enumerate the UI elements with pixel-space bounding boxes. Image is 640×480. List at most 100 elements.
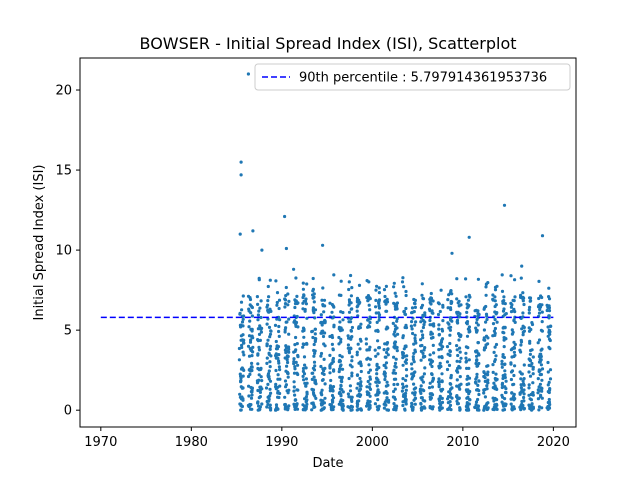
scatter-point bbox=[367, 363, 371, 367]
scatter-point bbox=[304, 302, 308, 306]
scatter-point bbox=[464, 295, 468, 299]
scatter-point bbox=[512, 373, 516, 378]
scatter-point bbox=[293, 365, 297, 369]
scatter-point bbox=[266, 395, 270, 399]
scatter-point bbox=[512, 392, 516, 396]
scatter-point bbox=[531, 381, 535, 385]
scatter-point bbox=[503, 375, 507, 380]
scatter-point bbox=[250, 361, 254, 365]
scatter-point bbox=[268, 387, 272, 391]
scatter-point bbox=[374, 354, 378, 358]
scatter-point bbox=[350, 371, 354, 375]
scatter-point bbox=[359, 408, 363, 412]
scatter-point bbox=[340, 355, 344, 359]
scatter-point bbox=[503, 373, 507, 377]
scatter-point bbox=[404, 344, 408, 348]
scatter-point bbox=[339, 340, 343, 344]
scatter-point bbox=[266, 284, 270, 289]
scatter-point bbox=[350, 399, 354, 403]
scatter-point bbox=[455, 344, 459, 348]
scatter-point bbox=[313, 394, 317, 398]
scatter-point bbox=[250, 390, 254, 394]
scatter-point bbox=[310, 408, 314, 412]
scatter-point bbox=[310, 329, 315, 333]
scatter-point bbox=[429, 358, 433, 362]
scatter-point bbox=[522, 383, 526, 387]
scatter-point bbox=[330, 398, 334, 402]
scatter-point bbox=[256, 302, 260, 306]
scatter-point bbox=[510, 332, 514, 336]
scatter-point bbox=[430, 393, 435, 397]
scatter-point bbox=[321, 304, 325, 308]
scatter-point bbox=[464, 351, 468, 355]
scatter-point bbox=[413, 305, 417, 309]
scatter-point bbox=[301, 345, 305, 349]
scatter-point bbox=[339, 403, 343, 407]
scatter-point bbox=[287, 299, 291, 303]
scatter-point bbox=[275, 300, 279, 305]
scatter-point bbox=[512, 350, 517, 354]
scatter-point bbox=[385, 380, 389, 384]
scatter-point bbox=[403, 312, 408, 317]
scatter-point bbox=[466, 408, 470, 412]
scatter-point bbox=[305, 392, 309, 396]
scatter-point bbox=[301, 281, 305, 285]
scatter-point bbox=[382, 348, 386, 352]
scatter-point bbox=[284, 285, 288, 290]
scatter-point bbox=[502, 355, 506, 360]
scatter-point bbox=[320, 323, 324, 327]
legend: 90th percentile : 5.797914361953736 bbox=[254, 63, 571, 91]
scatter-point bbox=[458, 346, 462, 350]
y-tick-label: 15 bbox=[55, 164, 72, 179]
scatter-point bbox=[539, 294, 543, 298]
scatter-point bbox=[392, 389, 396, 394]
scatter-point bbox=[474, 400, 479, 404]
scatter-point bbox=[359, 364, 363, 368]
scatter-point bbox=[491, 363, 495, 367]
scatter-point bbox=[312, 354, 316, 358]
scatter-point bbox=[519, 276, 523, 280]
scatter-point bbox=[332, 325, 336, 329]
scatter-point bbox=[518, 348, 522, 352]
chart-title: BOWSER - Initial Spread Index (ISI), Sca… bbox=[140, 34, 517, 53]
scatter-point bbox=[266, 317, 270, 321]
scatter-point bbox=[400, 280, 405, 284]
scatter-point bbox=[445, 360, 450, 364]
scatter-point bbox=[377, 311, 381, 315]
scatter-point bbox=[455, 297, 459, 301]
scatter-point bbox=[413, 323, 417, 327]
scatter-point bbox=[467, 397, 472, 402]
scatter-point bbox=[268, 403, 272, 407]
scatter-point bbox=[357, 283, 362, 287]
scatter-point bbox=[312, 403, 316, 407]
scatter-point bbox=[430, 385, 434, 389]
scatter-point bbox=[486, 406, 490, 410]
scatter-point bbox=[503, 385, 507, 389]
scatter-point bbox=[501, 301, 505, 305]
scatter-point bbox=[247, 354, 252, 358]
scatter-point bbox=[512, 354, 516, 359]
scatter-point bbox=[392, 402, 396, 406]
scatter-point bbox=[302, 378, 306, 382]
scatter-point bbox=[445, 367, 450, 372]
scatter-point bbox=[493, 345, 497, 349]
scatter-point bbox=[295, 388, 299, 392]
scatter-point bbox=[537, 368, 541, 372]
scatter-point bbox=[494, 312, 498, 316]
scatter-point bbox=[458, 350, 462, 354]
scatter-point bbox=[305, 402, 309, 406]
scatter-point bbox=[464, 356, 468, 360]
scatter-point bbox=[513, 278, 517, 282]
scatter-point bbox=[320, 407, 324, 411]
scatter-point bbox=[422, 348, 426, 352]
scatter-point bbox=[459, 333, 463, 337]
scatter-point bbox=[276, 373, 280, 377]
scatter-point bbox=[292, 385, 296, 389]
scatter-point bbox=[257, 278, 261, 282]
scatter-point bbox=[312, 300, 316, 304]
scatter-point bbox=[341, 390, 345, 394]
scatter-point bbox=[358, 337, 362, 341]
scatter-point bbox=[266, 338, 270, 342]
scatter-point bbox=[330, 408, 334, 412]
scatter-point bbox=[374, 380, 378, 384]
